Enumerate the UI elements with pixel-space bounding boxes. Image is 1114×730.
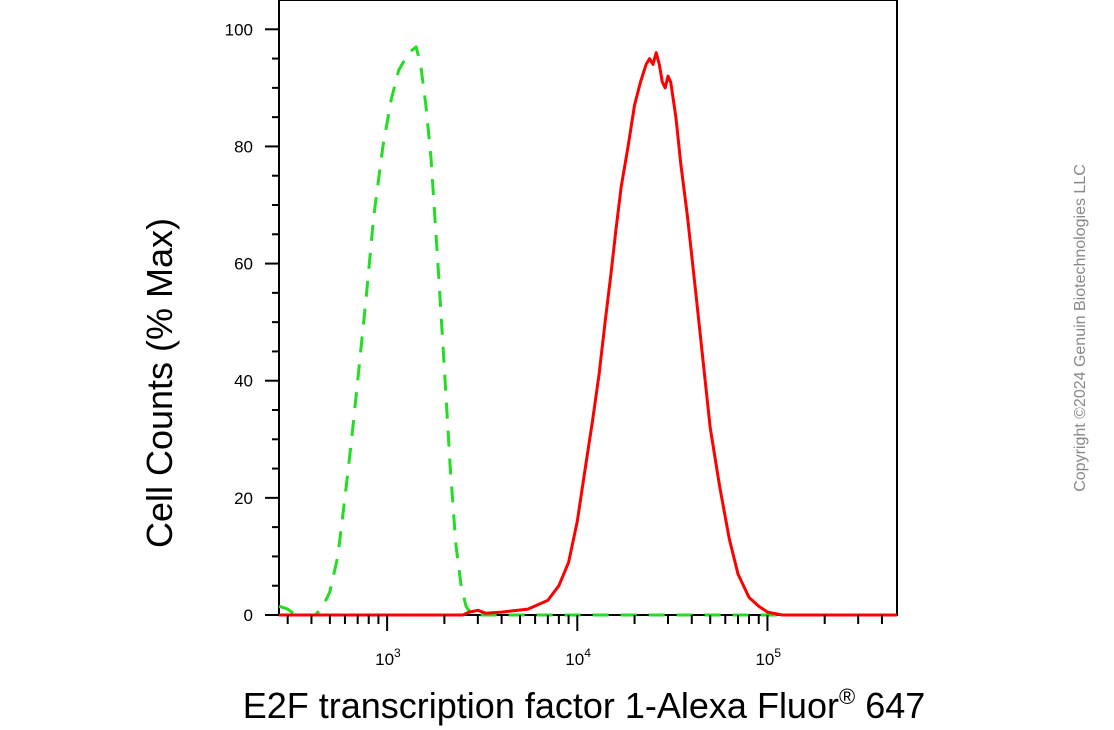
x-tick-label: 105: [755, 646, 781, 669]
plot-frame: [278, 0, 898, 616]
histogram-series-2: [279, 51, 897, 617]
y-axis-label: Cell Counts (% Max): [139, 218, 180, 548]
registered-mark: ®: [839, 684, 855, 709]
y-tick-label: 80: [234, 137, 253, 156]
series-layer: [278, 45, 897, 617]
y-tick-label: 60: [234, 255, 253, 274]
x-axis-label-main: E2F transcription factor 1-Alexa Fluor: [243, 685, 839, 726]
y-tick-label: 100: [225, 20, 253, 39]
histogram-series-1: [278, 45, 897, 617]
x-axis-label-suffix: 647: [855, 685, 925, 726]
y-tick-label: 20: [234, 489, 253, 508]
copyright-notice: Copyright ©2024 Genuin Biotechnologies L…: [1072, 164, 1089, 492]
y-tick-label: 40: [234, 372, 253, 391]
x-axis: 103 104 105: [286, 615, 883, 669]
x-axis-label: E2F transcription factor 1-Alexa Fluor® …: [243, 684, 926, 726]
y-axis: 0 20 40 60 80 100: [225, 20, 279, 625]
y-tick-label: 0: [244, 606, 253, 625]
x-tick-label: 104: [565, 646, 591, 669]
x-tick-label: 103: [375, 646, 401, 669]
